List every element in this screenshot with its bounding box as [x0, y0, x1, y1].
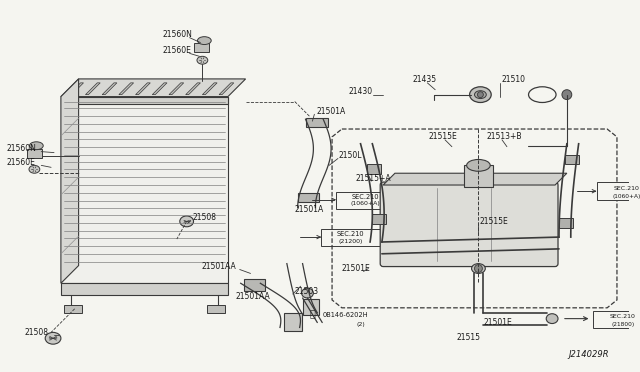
- Circle shape: [474, 264, 483, 272]
- Text: 21515: 21515: [456, 333, 481, 342]
- Text: (1060+A): (1060+A): [613, 193, 640, 199]
- Ellipse shape: [472, 264, 485, 273]
- FancyBboxPatch shape: [380, 182, 558, 267]
- Text: 21501E: 21501E: [342, 264, 371, 273]
- Polygon shape: [219, 83, 234, 94]
- Bar: [284, 313, 302, 331]
- Polygon shape: [186, 83, 200, 94]
- Bar: [372, 214, 386, 224]
- Ellipse shape: [467, 160, 490, 171]
- Text: 21515E: 21515E: [428, 132, 457, 141]
- Text: 0B146-6202H: 0B146-6202H: [322, 312, 368, 318]
- Ellipse shape: [301, 288, 314, 298]
- Text: SEC.210: SEC.210: [610, 314, 636, 319]
- Polygon shape: [169, 83, 184, 94]
- Polygon shape: [119, 83, 134, 94]
- Ellipse shape: [546, 314, 558, 324]
- Ellipse shape: [198, 37, 211, 45]
- Polygon shape: [102, 83, 117, 94]
- Bar: [593, 311, 640, 328]
- Polygon shape: [86, 83, 100, 94]
- Bar: [336, 192, 395, 209]
- Text: (1060+A): (1060+A): [351, 201, 380, 206]
- Bar: [64, 305, 81, 313]
- Text: 21508: 21508: [24, 328, 49, 337]
- Bar: [207, 305, 225, 313]
- Text: 21503: 21503: [295, 286, 319, 296]
- Polygon shape: [152, 83, 167, 94]
- Text: 21560N: 21560N: [7, 144, 36, 153]
- Circle shape: [562, 90, 572, 100]
- Text: 21515E: 21515E: [479, 217, 508, 226]
- Text: 2150L: 2150L: [339, 151, 362, 160]
- Polygon shape: [68, 83, 83, 94]
- Bar: [564, 155, 579, 164]
- Text: 21501E: 21501E: [483, 318, 512, 327]
- Text: SEC.210: SEC.210: [614, 186, 640, 191]
- Bar: [321, 229, 380, 246]
- Text: 21501A: 21501A: [295, 205, 324, 214]
- Text: ⒱: ⒱: [310, 308, 316, 318]
- Text: 21560N: 21560N: [162, 30, 192, 39]
- Ellipse shape: [474, 91, 486, 99]
- Bar: [367, 164, 381, 174]
- Polygon shape: [61, 283, 228, 295]
- Ellipse shape: [29, 166, 40, 173]
- Bar: [298, 193, 319, 202]
- Text: 21560E: 21560E: [7, 158, 36, 167]
- Bar: [464, 166, 493, 187]
- Polygon shape: [136, 83, 150, 94]
- Text: 21560E: 21560E: [162, 46, 191, 55]
- Text: 21515+A: 21515+A: [356, 174, 391, 183]
- Bar: [303, 299, 319, 315]
- Polygon shape: [61, 79, 246, 97]
- Text: 21430: 21430: [349, 87, 373, 96]
- Text: J214029R: J214029R: [568, 350, 609, 359]
- Ellipse shape: [45, 332, 61, 344]
- Ellipse shape: [180, 216, 193, 227]
- Polygon shape: [61, 79, 79, 283]
- Text: 21513+B: 21513+B: [486, 132, 522, 141]
- Circle shape: [477, 92, 483, 97]
- Text: 21510: 21510: [501, 76, 525, 84]
- Text: (2): (2): [356, 322, 365, 327]
- Polygon shape: [61, 97, 228, 283]
- Ellipse shape: [197, 56, 208, 64]
- Bar: [559, 218, 573, 228]
- Text: SEC.210: SEC.210: [351, 194, 380, 200]
- Ellipse shape: [470, 87, 492, 103]
- Polygon shape: [193, 42, 209, 52]
- Text: 21508: 21508: [193, 213, 216, 222]
- Polygon shape: [202, 83, 217, 94]
- Ellipse shape: [29, 142, 44, 150]
- Bar: [596, 182, 640, 200]
- Text: 21435: 21435: [413, 76, 436, 84]
- Bar: [244, 279, 265, 291]
- Polygon shape: [26, 149, 42, 157]
- Text: SEC.210: SEC.210: [337, 231, 365, 237]
- Text: 21501AA: 21501AA: [236, 292, 271, 301]
- Bar: [61, 97, 228, 105]
- Text: 21501AA: 21501AA: [202, 262, 236, 271]
- Text: (21800): (21800): [611, 322, 634, 327]
- Bar: [306, 118, 328, 128]
- Polygon shape: [383, 173, 567, 185]
- Text: (21200): (21200): [339, 238, 363, 244]
- Text: 21501A: 21501A: [316, 107, 346, 116]
